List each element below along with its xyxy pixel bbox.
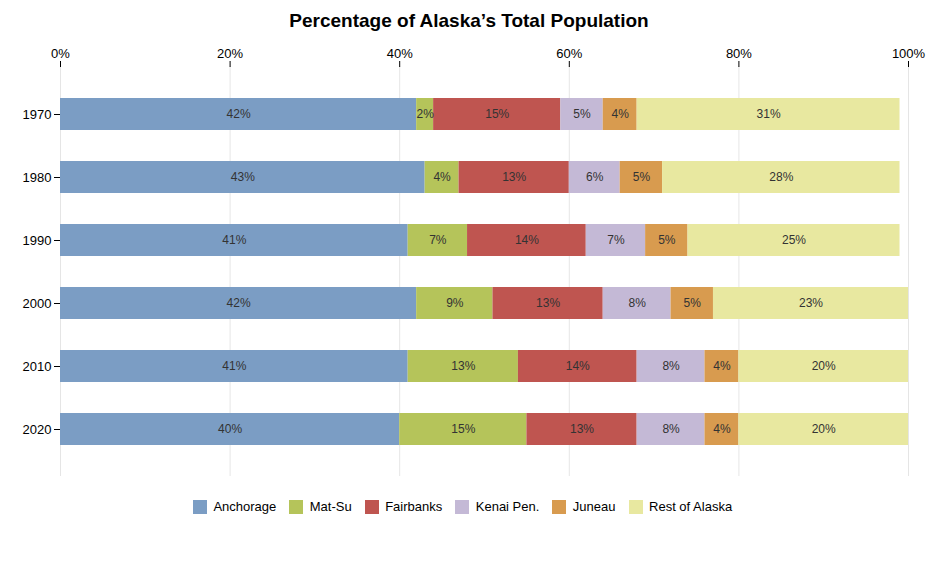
svg-text:20%: 20% xyxy=(217,46,243,61)
svg-text:40%: 40% xyxy=(218,422,242,436)
svg-text:2010: 2010 xyxy=(23,359,52,374)
svg-text:43%: 43% xyxy=(231,170,255,184)
svg-text:20%: 20% xyxy=(812,422,836,436)
html-text:Fairbanks: Fairbanks xyxy=(385,499,443,514)
svg-text:5%: 5% xyxy=(633,170,651,184)
svg-text:5%: 5% xyxy=(658,233,676,247)
svg-text:8%: 8% xyxy=(662,359,680,373)
svg-text:2020: 2020 xyxy=(23,422,52,437)
html-text:Percentage of Alaska’s Total P: Percentage of Alaska’s Total Population xyxy=(289,10,649,31)
svg-text:4%: 4% xyxy=(713,422,731,436)
svg-text:2000: 2000 xyxy=(23,296,52,311)
svg-text:6%: 6% xyxy=(586,170,604,184)
svg-text:5%: 5% xyxy=(684,296,702,310)
html-text:Mat-Su: Mat-Su xyxy=(309,499,352,514)
svg-text:2%: 2% xyxy=(416,107,434,121)
svg-text:15%: 15% xyxy=(451,422,475,436)
svg-text:13%: 13% xyxy=(451,359,475,373)
svg-text:8%: 8% xyxy=(662,422,680,436)
svg-text:40%: 40% xyxy=(387,46,413,61)
svg-text:7%: 7% xyxy=(607,233,625,247)
svg-text:15%: 15% xyxy=(485,107,509,121)
svg-text:0%: 0% xyxy=(51,46,70,61)
html-text:Juneau: Juneau xyxy=(572,499,616,514)
svg-text:20%: 20% xyxy=(812,359,836,373)
svg-text:1990: 1990 xyxy=(23,233,52,248)
svg-text:9%: 9% xyxy=(446,296,464,310)
svg-text:42%: 42% xyxy=(227,296,251,310)
svg-text:4%: 4% xyxy=(612,107,630,121)
svg-text:13%: 13% xyxy=(502,170,526,184)
svg-text:31%: 31% xyxy=(757,107,781,121)
svg-text:14%: 14% xyxy=(515,233,539,247)
html-text:Kenai Pen.: Kenai Pen. xyxy=(475,499,540,514)
html-text:Rest of Alaska: Rest of Alaska xyxy=(649,499,733,514)
svg-text:1970: 1970 xyxy=(23,107,52,122)
svg-text:13%: 13% xyxy=(570,422,594,436)
svg-text:41%: 41% xyxy=(222,233,246,247)
svg-text:7%: 7% xyxy=(429,233,447,247)
svg-text:25%: 25% xyxy=(782,233,806,247)
svg-text:41%: 41% xyxy=(222,359,246,373)
svg-text:1980: 1980 xyxy=(23,170,52,185)
svg-text:13%: 13% xyxy=(536,296,560,310)
svg-text:4%: 4% xyxy=(713,359,731,373)
svg-text:100%: 100% xyxy=(892,46,926,61)
html-text:Anchorage: Anchorage xyxy=(213,499,277,514)
svg-text:28%: 28% xyxy=(769,170,793,184)
svg-text:14%: 14% xyxy=(566,359,590,373)
svg-text:5%: 5% xyxy=(573,107,591,121)
svg-text:8%: 8% xyxy=(628,296,646,310)
svg-text:4%: 4% xyxy=(433,170,451,184)
svg-text:42%: 42% xyxy=(227,107,251,121)
svg-text:60%: 60% xyxy=(556,46,582,61)
svg-text:80%: 80% xyxy=(726,46,752,61)
svg-text:23%: 23% xyxy=(799,296,823,310)
